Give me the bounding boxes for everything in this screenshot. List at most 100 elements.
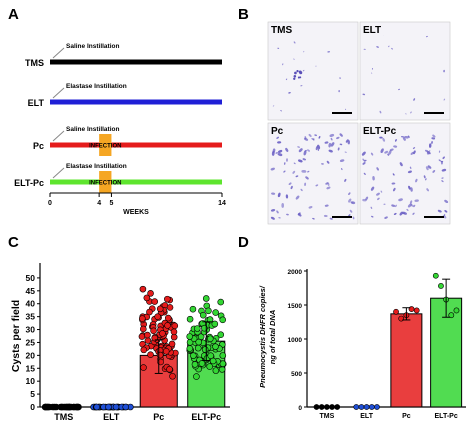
data-point-pc <box>166 365 173 373</box>
stained-cell <box>441 177 444 179</box>
data-point-pc <box>168 340 176 348</box>
stained-cell <box>389 148 394 152</box>
micrograph-background-pc <box>267 122 359 225</box>
data-point-elt-pc <box>198 360 206 367</box>
y-tick-label: 0 <box>30 402 35 412</box>
data-point-elt <box>122 403 130 411</box>
data-point-pc <box>169 372 176 380</box>
stained-cell <box>344 178 347 182</box>
y-tick-label: 15 <box>26 363 36 373</box>
micrograph-label-pc: Pc <box>271 126 284 137</box>
data-point-tms <box>74 403 82 411</box>
stained-cell <box>329 133 335 137</box>
stained-cell <box>410 204 414 207</box>
data-point-pc <box>139 285 147 293</box>
y-tick-label: 10 <box>26 376 36 386</box>
stained-cell <box>292 170 296 174</box>
stained-cell <box>303 150 307 156</box>
stained-cell <box>413 150 416 155</box>
stained-cell <box>380 190 383 193</box>
stained-cell <box>431 140 433 145</box>
stained-cell <box>391 204 396 207</box>
timeline-label-pc: Pc <box>33 141 44 151</box>
stained-cell <box>350 201 356 205</box>
data-point-elt-pc <box>212 343 219 350</box>
stained-cell <box>382 137 386 142</box>
stained-cell <box>408 185 411 190</box>
stained-cell <box>323 214 328 218</box>
instillation-label-tms: Saline Instillation <box>66 43 119 50</box>
stained-cell <box>398 88 400 91</box>
panel-b-micrographs: TMS ELT Pc ELT-Pc <box>267 21 451 225</box>
stained-cell <box>345 139 349 143</box>
stained-cell <box>437 209 442 213</box>
micrograph-background-tms <box>267 21 359 121</box>
stained-cell <box>321 163 324 165</box>
stained-cell <box>392 173 395 176</box>
stained-cell <box>295 195 300 200</box>
stained-cell <box>308 133 312 138</box>
stained-cell <box>285 78 288 81</box>
stained-cell <box>376 46 379 48</box>
stained-cell <box>303 50 305 53</box>
stained-cell <box>412 147 416 150</box>
stained-cell <box>443 98 446 101</box>
stained-cell <box>285 147 289 152</box>
data-point-elt-pc <box>195 338 203 346</box>
timeline-label-tms: TMS <box>25 58 44 68</box>
data-point-pc <box>164 295 171 303</box>
bar-pc <box>390 313 423 408</box>
stained-cell <box>326 186 331 190</box>
stained-cell <box>271 150 275 156</box>
instillation-marker-elt-pc <box>52 167 65 179</box>
stained-cell <box>286 213 289 216</box>
stained-cell <box>442 156 445 160</box>
category-label-pc: Pc <box>153 412 164 422</box>
stained-cell <box>311 138 315 141</box>
stained-cell <box>393 212 397 215</box>
cyst-cluster <box>296 70 299 73</box>
data-point-tms <box>58 403 66 411</box>
data-point-elt-pc <box>206 363 213 370</box>
instillation-label-elt-pc: Elastase Instillation <box>66 163 127 170</box>
data-point-pc <box>146 308 153 316</box>
stained-cell <box>314 134 318 137</box>
stained-cell <box>302 69 305 72</box>
data-point-elt-pc <box>212 367 220 374</box>
micrograph-tms: TMS <box>267 21 359 121</box>
data-point-elt-pc <box>211 320 219 328</box>
stained-cell <box>307 170 310 173</box>
stained-cell <box>317 148 320 151</box>
stained-cell <box>304 182 307 187</box>
y-tick-label: 40 <box>26 299 36 309</box>
stained-cell <box>345 108 347 111</box>
stained-cell <box>394 139 397 142</box>
stained-cell <box>298 148 303 153</box>
data-point-tms <box>313 404 320 410</box>
data-point-elt-pc <box>186 315 194 323</box>
stained-cell <box>337 147 340 151</box>
stained-cell <box>428 150 431 153</box>
stained-cell <box>412 212 415 215</box>
data-point-elt-pc <box>202 295 210 302</box>
stained-cell <box>391 47 393 50</box>
stained-cell <box>370 206 373 209</box>
panel-d-chart: 0 500 1000 1500 2000 TMS ELT Pc ELT-Pc Pneumocyst… <box>258 269 466 420</box>
stained-cell <box>327 51 331 53</box>
data-point-elt <box>358 404 365 410</box>
timeline-label-elt-pc: ELT-Pc <box>14 178 44 188</box>
panel-c-chart: 0 5 10 15 20 25 30 35 40 45 50 TMS ELT Pc ELT-Pc Cysts … <box>10 263 230 422</box>
timeline-bar-pc <box>50 142 222 148</box>
data-point-pc <box>144 331 151 339</box>
stained-cell <box>297 213 302 217</box>
stained-cell <box>339 143 343 146</box>
stained-cell <box>317 144 321 150</box>
stained-cell <box>270 167 275 171</box>
data-point-pc <box>144 337 152 344</box>
stained-cell <box>307 149 310 152</box>
category-label-tms: TMS <box>54 412 73 422</box>
data-point-pc <box>159 330 166 337</box>
category-label-pc: Pc <box>402 413 411 420</box>
stained-cell <box>371 67 373 70</box>
data-point-elt-pc <box>206 335 214 343</box>
